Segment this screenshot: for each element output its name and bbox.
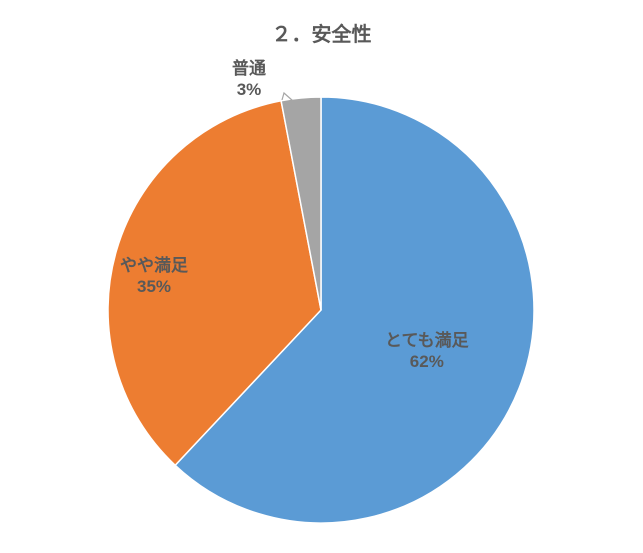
- slice-label-1: やや満足35%: [120, 255, 188, 298]
- slice-label-text-1: やや満足: [120, 255, 188, 276]
- chart-container: { "chart": { "type": "pie", "title": "２．…: [0, 0, 643, 553]
- slice-label-text-2: 普通: [232, 58, 266, 79]
- slice-label-percent-2: 3%: [232, 79, 266, 100]
- slice-label-0: とても満足62%: [385, 330, 469, 373]
- pie-chart: [0, 0, 643, 553]
- slice-label-percent-0: 62%: [385, 351, 469, 372]
- slice-label-2: 普通3%: [232, 58, 266, 101]
- slice-label-percent-1: 35%: [120, 276, 188, 297]
- slice-label-text-0: とても満足: [385, 330, 469, 351]
